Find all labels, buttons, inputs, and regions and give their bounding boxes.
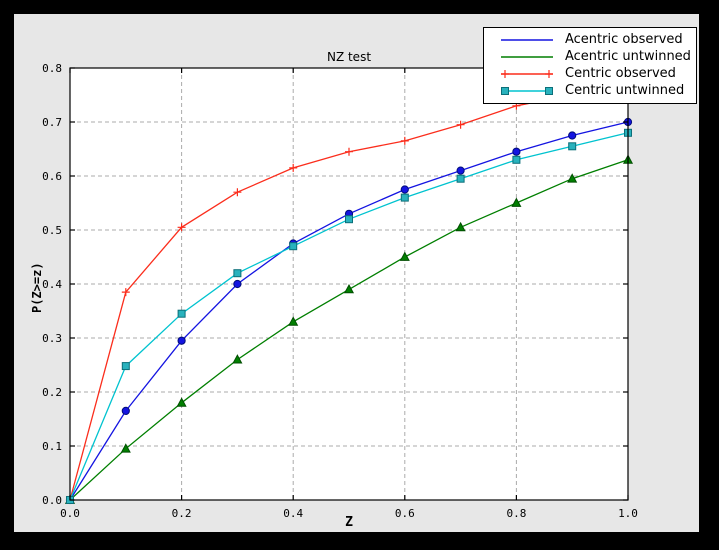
plot-area: 0.0 0.2 0.4 0.6 0.8 1.00.00.10.20.30.40.50.60… xyxy=(42,62,638,520)
x-tick-label: 0.4 xyxy=(283,507,303,520)
legend-label: Centric observed xyxy=(565,66,676,81)
x-tick-label: 0.8 xyxy=(506,507,526,520)
legend-sample-line-centric-untwinned xyxy=(501,86,553,95)
x-tick-label: 1.0 xyxy=(618,507,638,520)
legend-sample-line-acentric-untwinned xyxy=(501,55,553,58)
x-tick-label: 0.6 xyxy=(395,507,415,520)
x-tick-label: 0.2 xyxy=(172,507,192,520)
y-tick-label: 0.8 xyxy=(42,62,62,75)
x-tick-label: 0.0 xyxy=(60,507,80,520)
legend-entry-acentric-observed: Acentric observed xyxy=(484,31,696,48)
y-tick-labels: 0.0 0.1 0.2 0.3 0.4 0.5 0.6 0.7 0.8 xyxy=(42,62,62,507)
legend-sample-line-centric-observed xyxy=(501,69,553,78)
x-axis-label: Z xyxy=(345,515,353,530)
y-tick-label: 0.3 xyxy=(42,332,62,345)
legend-entry-centric-untwinned: Centric untwinned xyxy=(484,82,696,99)
legend-sample-line-acentric-observed xyxy=(501,38,553,41)
y-tick-label: 0.1 xyxy=(42,440,62,453)
legend-entry-acentric-untwinned: Acentric untwinned xyxy=(484,48,696,65)
y-tick-label: 0.0 xyxy=(42,494,62,507)
y-tick-label: 0.7 xyxy=(42,116,62,129)
y-tick-label: 0.2 xyxy=(42,386,62,399)
legend-label: Acentric observed xyxy=(565,32,683,47)
x-tick-labels: 0.0 0.2 0.4 0.6 0.8 1.0 xyxy=(60,507,638,520)
figure-canvas: 0.0 0.2 0.4 0.6 0.8 1.0 0.0 0.1 0.2 0.3 0.4 0.5 0.6 0… xyxy=(14,14,699,532)
chart-title: NZ test xyxy=(326,50,372,64)
legend-label: Centric untwinned xyxy=(565,83,685,98)
y-tick-label: 0.6 xyxy=(42,170,62,183)
legend-label: Acentric untwinned xyxy=(565,49,691,64)
legend-entry-centric-observed: Centric observed xyxy=(484,65,696,82)
y-tick-label: 0.4 xyxy=(42,278,62,291)
y-axis-label: P(Z>=z) xyxy=(30,262,44,313)
legend-box: Acentric observed Acentric untwinned Cen… xyxy=(483,27,697,104)
y-tick-label: 0.5 xyxy=(42,224,62,237)
